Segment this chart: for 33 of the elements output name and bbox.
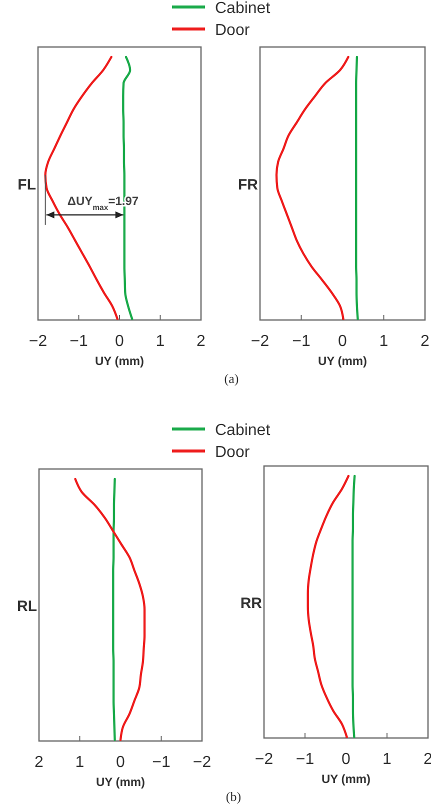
y-axis-title: FR [238,176,258,194]
legend-label: Door [215,444,250,461]
text: (a) [224,371,239,386]
x-tick-label: 1 [75,754,84,771]
legend-label: Door [215,22,250,39]
x-tick-label: −2 [254,751,274,768]
x-axis-title: UY (mm) [318,354,368,368]
x-tick-label: 1 [156,333,165,350]
x-tick-label: 2 [34,754,44,771]
legend-label: Cabinet [215,422,271,439]
x-tick-label: −1 [296,751,314,768]
y-axis-title: RR [240,595,262,612]
y-axis-title: RL [17,598,37,615]
x-tick-label: −2 [28,333,48,350]
text: (b) [226,789,242,804]
x-tick-label: 0 [338,333,348,350]
x-tick-label: 1 [382,751,392,768]
x-tick-label: −1 [292,333,310,350]
legend-label: Cabinet [215,0,271,17]
x-axis-title: UY (mm) [96,775,146,789]
x-tick-label: −1 [70,333,88,350]
x-tick-label: −1 [152,754,170,771]
x-tick-label: 2 [196,333,206,350]
x-tick-label: 1 [379,333,388,350]
x-axis-title: UY (mm) [94,354,144,368]
x-tick-label: 0 [115,333,124,350]
x-tick-label: −2 [192,754,212,771]
x-axis-title: UY (mm) [321,772,371,786]
x-tick-label: 0 [342,751,351,768]
y-axis-title: FL [18,176,36,194]
x-tick-label: 0 [116,754,126,771]
x-tick-label: 2 [420,333,430,350]
x-tick-label: −2 [250,333,270,350]
